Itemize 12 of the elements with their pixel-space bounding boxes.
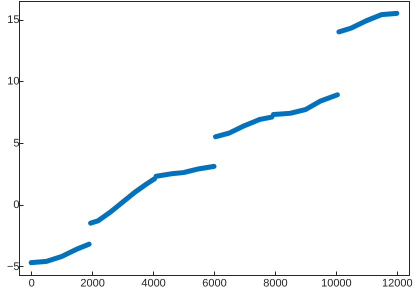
y-tick-label: −5 [6,260,20,273]
y-tick-label: 5 [13,137,20,150]
x-tick-label: 6000 [202,278,227,290]
y-tick-label: 10 [7,76,20,88]
x-tick-label: 8000 [263,278,288,290]
y-tick-label: 15 [7,14,20,26]
y-tick-label: 0 [13,199,20,212]
x-tick-label: 4000 [141,278,166,290]
x-tick-label: 0 [28,278,35,290]
x-tick-label: 10000 [321,278,352,290]
x-tick-label: 2000 [80,278,105,290]
x-tick-label: 12000 [382,278,413,290]
